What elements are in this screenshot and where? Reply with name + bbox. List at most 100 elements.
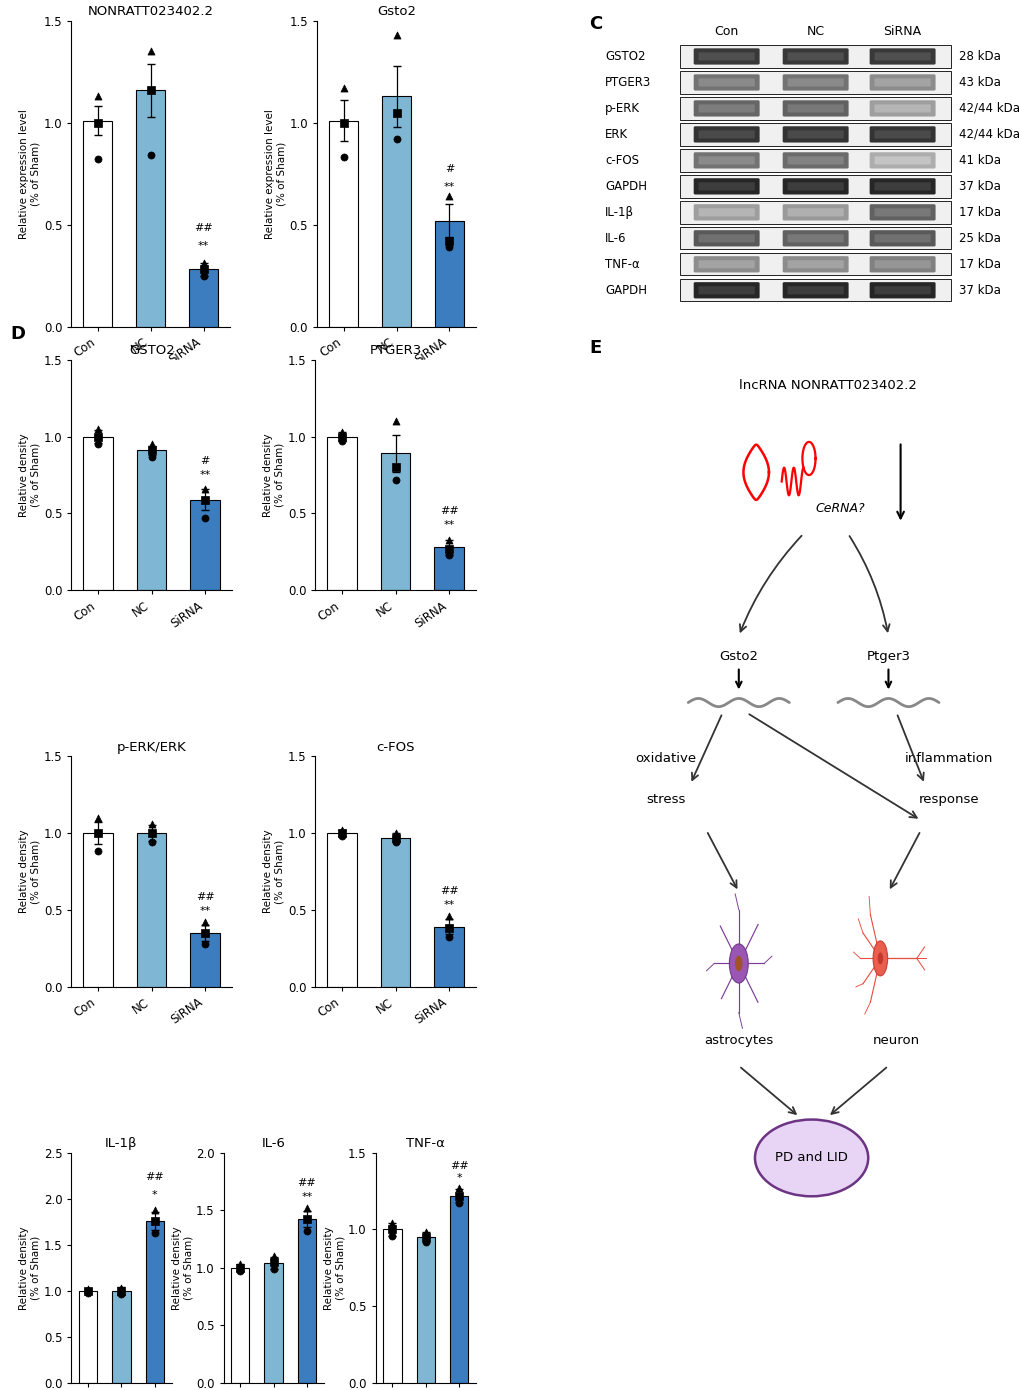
Title: PTGER3: PTGER3 bbox=[369, 345, 421, 357]
Point bbox=[79, 1280, 96, 1302]
FancyBboxPatch shape bbox=[698, 78, 754, 86]
FancyBboxPatch shape bbox=[782, 153, 848, 168]
Text: **: ** bbox=[198, 240, 209, 252]
FancyBboxPatch shape bbox=[787, 78, 843, 86]
Point bbox=[232, 1254, 249, 1276]
FancyBboxPatch shape bbox=[782, 231, 848, 246]
Text: Con: Con bbox=[714, 25, 738, 38]
FancyBboxPatch shape bbox=[698, 235, 754, 242]
Point bbox=[196, 264, 212, 286]
Text: TNF-α: TNF-α bbox=[604, 257, 640, 271]
Text: Ptger3: Ptger3 bbox=[865, 651, 910, 663]
Text: GAPDH: GAPDH bbox=[604, 284, 647, 297]
Point bbox=[450, 1177, 467, 1200]
Text: CeRNA?: CeRNA? bbox=[814, 502, 864, 514]
Bar bbox=[298, 1219, 316, 1383]
FancyBboxPatch shape bbox=[698, 131, 754, 139]
Text: **: ** bbox=[301, 1193, 313, 1202]
FancyBboxPatch shape bbox=[787, 260, 843, 268]
FancyBboxPatch shape bbox=[787, 182, 843, 190]
Point bbox=[144, 445, 160, 467]
Bar bbox=[680, 71, 951, 93]
Point bbox=[440, 543, 457, 566]
Text: 43 kDa: 43 kDa bbox=[958, 76, 1000, 89]
Bar bbox=[191, 933, 220, 987]
FancyBboxPatch shape bbox=[693, 282, 759, 299]
Text: **: ** bbox=[200, 470, 211, 480]
Bar bbox=[680, 175, 951, 197]
Y-axis label: Relative density
(% of Sham): Relative density (% of Sham) bbox=[263, 434, 284, 517]
Point bbox=[147, 1198, 163, 1220]
FancyBboxPatch shape bbox=[869, 204, 934, 221]
Title: c-FOS: c-FOS bbox=[376, 741, 415, 753]
Text: 37 kDa: 37 kDa bbox=[958, 179, 1000, 193]
FancyBboxPatch shape bbox=[693, 256, 759, 272]
Bar bbox=[680, 253, 951, 275]
Text: oxidative: oxidative bbox=[635, 752, 696, 766]
Bar bbox=[434, 927, 464, 987]
FancyBboxPatch shape bbox=[869, 178, 934, 195]
Point bbox=[387, 831, 404, 853]
Bar bbox=[449, 1195, 468, 1383]
Title: NONRATT023402.2: NONRATT023402.2 bbox=[88, 6, 214, 18]
Bar bbox=[189, 270, 218, 327]
Title: TNF-α: TNF-α bbox=[406, 1137, 445, 1150]
Point bbox=[144, 821, 160, 844]
Bar bbox=[146, 1220, 164, 1383]
Ellipse shape bbox=[872, 941, 887, 976]
FancyBboxPatch shape bbox=[698, 104, 754, 113]
Text: GSTO2: GSTO2 bbox=[604, 50, 645, 63]
Ellipse shape bbox=[876, 952, 882, 965]
Y-axis label: Relative density
(% of Sham): Relative density (% of Sham) bbox=[19, 434, 41, 517]
Text: 17 kDa: 17 kDa bbox=[958, 257, 1001, 271]
Point bbox=[90, 418, 106, 441]
Text: Gsto2: Gsto2 bbox=[718, 651, 757, 663]
FancyBboxPatch shape bbox=[873, 235, 929, 242]
Bar bbox=[84, 833, 113, 987]
FancyBboxPatch shape bbox=[869, 153, 934, 168]
FancyBboxPatch shape bbox=[698, 208, 754, 217]
Point bbox=[196, 259, 212, 281]
Point bbox=[440, 905, 457, 927]
FancyBboxPatch shape bbox=[787, 131, 843, 139]
Text: ERK: ERK bbox=[604, 128, 628, 140]
Point bbox=[387, 827, 404, 849]
FancyBboxPatch shape bbox=[787, 286, 843, 295]
FancyBboxPatch shape bbox=[787, 208, 843, 217]
Point bbox=[299, 1220, 315, 1243]
Text: GAPDH: GAPDH bbox=[604, 179, 647, 193]
Point bbox=[232, 1257, 249, 1279]
Text: p-ERK: p-ERK bbox=[604, 101, 640, 115]
Text: E: E bbox=[589, 339, 601, 357]
FancyBboxPatch shape bbox=[869, 100, 934, 117]
Point bbox=[79, 1282, 96, 1304]
Text: IL-6: IL-6 bbox=[604, 232, 627, 245]
FancyBboxPatch shape bbox=[782, 282, 848, 299]
Point bbox=[197, 478, 213, 500]
Bar bbox=[137, 90, 165, 327]
Point bbox=[441, 236, 458, 259]
FancyBboxPatch shape bbox=[693, 100, 759, 117]
Bar bbox=[680, 149, 951, 171]
Point bbox=[417, 1230, 433, 1252]
Text: 42/44 kDa: 42/44 kDa bbox=[958, 101, 1019, 115]
Bar bbox=[327, 833, 357, 987]
FancyBboxPatch shape bbox=[693, 74, 759, 90]
Bar bbox=[434, 548, 464, 591]
Bar bbox=[434, 221, 464, 327]
Text: ##: ## bbox=[298, 1179, 316, 1188]
FancyBboxPatch shape bbox=[787, 53, 843, 61]
Bar bbox=[78, 1291, 97, 1383]
FancyBboxPatch shape bbox=[698, 156, 754, 164]
Text: D: D bbox=[10, 325, 25, 343]
Text: astrocytes: astrocytes bbox=[703, 1034, 772, 1047]
Y-axis label: Relative expression level
(% of Sham): Relative expression level (% of Sham) bbox=[265, 108, 286, 239]
FancyBboxPatch shape bbox=[693, 153, 759, 168]
FancyBboxPatch shape bbox=[782, 178, 848, 195]
Point bbox=[113, 1283, 129, 1305]
FancyBboxPatch shape bbox=[698, 182, 754, 190]
Text: **: ** bbox=[443, 520, 454, 531]
Text: PTGER3: PTGER3 bbox=[604, 76, 651, 89]
Point bbox=[333, 819, 350, 841]
Point bbox=[147, 1209, 163, 1232]
